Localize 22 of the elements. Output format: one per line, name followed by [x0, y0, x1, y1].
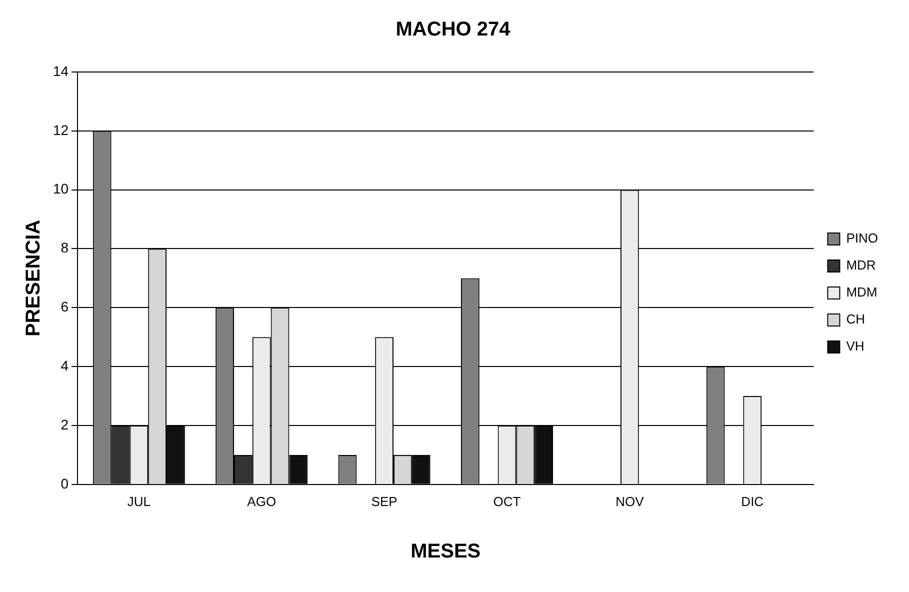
y-tick-label: 2	[60, 416, 69, 432]
y-tick-label: 0	[60, 475, 69, 492]
legend-label: VH	[846, 338, 864, 354]
y-tick-label: 4	[60, 357, 69, 374]
x-tick-label: JUL	[127, 494, 150, 509]
x-tick-label: SEP	[371, 494, 398, 509]
x-tick-label: OCT	[493, 494, 521, 509]
y-tick-label: 8	[60, 240, 69, 256]
y-axis-title: PRESENCIA	[22, 220, 45, 337]
legend-label: MDR	[846, 258, 876, 273]
y-tick-label: 12	[52, 122, 69, 138]
y-tick-label: 10	[52, 180, 69, 197]
chart-title: MACHO 274	[396, 18, 512, 41]
x-tick-label: AGO	[247, 494, 276, 509]
x-tick-label: DIC	[741, 494, 764, 509]
x-axis-title: MESES	[410, 540, 481, 563]
x-tick-label: NOV	[616, 494, 644, 509]
legend-label: PINO	[846, 230, 878, 246]
legend-label: MDM	[846, 284, 878, 300]
legend-label: CH	[846, 312, 865, 327]
y-tick-label: 14	[52, 62, 69, 79]
y-tick-label: 6	[60, 298, 69, 315]
